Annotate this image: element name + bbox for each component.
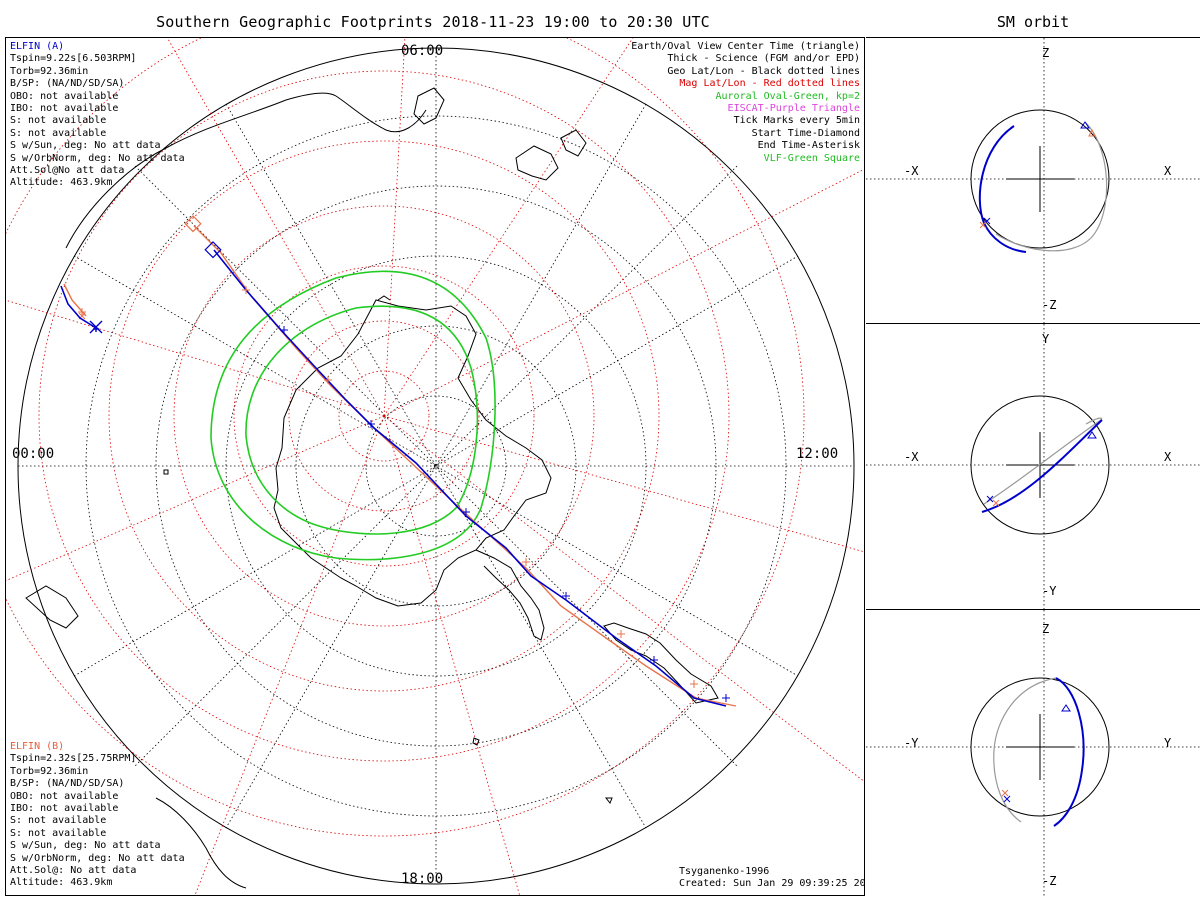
earth-circle <box>970 395 1110 535</box>
auroral-ovals <box>210 270 496 561</box>
panel3-left-label: -Y <box>904 736 919 750</box>
elfin-b-line: Altitude: 463.9km <box>10 877 113 889</box>
geo-grid <box>18 48 854 884</box>
legend-item: VLF-Green Square <box>763 152 860 164</box>
panel2-right-label: X <box>1164 450 1172 464</box>
elfin-a-header: ELFIN (A) <box>10 41 65 52</box>
legend-item: Thick - Science (FGM and/or EPD) <box>667 53 860 65</box>
legend-item: EISCAT-Purple Triangle <box>727 103 860 115</box>
elfin-b-line: S: not available <box>10 827 107 839</box>
elfin-a-line: S w/OrbNorm, deg: No att data <box>10 152 185 164</box>
panel1-bottom-label: -Z <box>1042 298 1057 312</box>
panel3-bottom-label: -Z <box>1042 874 1057 888</box>
orbit-b-trace <box>983 417 1103 505</box>
elfin-a-track <box>60 241 727 707</box>
sm-panel-xy-plot <box>866 324 1200 610</box>
sm-panel-yz-plot <box>866 610 1200 896</box>
elfin-b-line: Att.Sol@: No att data <box>10 865 137 877</box>
map-legend: Earth/Oval View Center Time (triangle) T… <box>631 41 860 165</box>
elfin-b-header: ELFIN (B) <box>10 741 65 752</box>
panel1-right-label: X <box>1164 164 1172 178</box>
legend-item: Tick Marks every 5min <box>733 115 860 127</box>
elfin-a-line: S w/Sun, deg: No att data <box>10 140 161 152</box>
elfin-a-line: S: not available <box>10 115 107 127</box>
footprint-map: ELFIN (A) Tspin=9.22s[6.503RPM] Torb=92.… <box>5 37 865 896</box>
sm-panel-xz: Z -Z -X X <box>866 37 1200 324</box>
legend-item: Geo Lat/Lon - Black dotted lines <box>667 65 860 77</box>
panel1-left-label: -X <box>904 164 919 178</box>
legend-item: End Time-Asterisk <box>757 140 860 152</box>
sm-panel-xz-plot <box>866 38 1200 324</box>
elfin-b-line: IBO: not available <box>10 803 119 815</box>
earth-circle <box>970 109 1110 249</box>
orbit-b-trace <box>995 122 1108 252</box>
elfin-b-line: S w/OrbNorm, deg: No att data <box>10 852 185 864</box>
elfin-b-line: S: not available <box>10 815 107 827</box>
elfin-a-line: Att.Sol@No att data <box>10 165 125 177</box>
elfin-b-line: Torb=92.36min <box>10 765 89 777</box>
sm-panel-yz: Z -Z -Y Y <box>866 609 1200 896</box>
elfin-a-line: Torb=92.36min <box>10 65 89 77</box>
elfin-b-line: S w/Sun, deg: No att data <box>10 840 161 852</box>
polar-map-canvas <box>6 38 864 895</box>
elfin-a-info: ELFIN (A) Tspin=9.22s[6.503RPM] Torb=92.… <box>10 41 185 190</box>
legend-item: Mag Lat/Lon - Red dotted lines <box>679 78 860 90</box>
legend-item: Earth/Oval View Center Time (triangle) <box>631 41 860 52</box>
panel3-top-label: Z <box>1042 622 1050 636</box>
orbit-a-trace <box>1053 677 1085 827</box>
legend-item: Auroral Oval-Green, kp=2 <box>715 90 861 102</box>
credit-block: Tsyganenko-1996 Created: Sun Jan 29 09:3… <box>679 866 865 891</box>
elfin-a-line: B/SP: (NA/ND/SD/SA) <box>10 78 125 90</box>
elfin-a-line: Altitude: 463.9km <box>10 177 113 189</box>
tick-marks <box>242 286 730 702</box>
elfin-a-line: IBO: not available <box>10 103 119 115</box>
credit-model: Tsyganenko-1996 <box>679 866 770 877</box>
elfin-b-line: B/SP: (NA/ND/SD/SA) <box>10 778 125 790</box>
earth-circle <box>970 677 1110 817</box>
tick-label-right: 12:00 <box>796 446 839 462</box>
orbit-a-trace <box>978 125 1027 253</box>
elfin-a-line: Tspin=9.22s[6.503RPM] <box>10 53 137 65</box>
page-title: Southern Geographic Footprints 2018-11-2… <box>156 13 710 31</box>
elfin-b-info: ELFIN (B) Tspin=2.32s[25.75RPM] Torb=92.… <box>10 741 185 890</box>
elfin-b-track <box>63 215 737 707</box>
elfin-b-line: OBO: not available <box>10 790 119 802</box>
sm-panel-xy: Y -Y -X X <box>866 323 1200 610</box>
tick-label-left: 00:00 <box>12 446 55 462</box>
tick-label-bottom: 18:00 <box>401 871 444 887</box>
panel3-right-label: Y <box>1164 736 1172 750</box>
coastlines <box>25 87 719 889</box>
orbit-a-trace <box>981 419 1103 513</box>
sm-orbit-title: SM orbit <box>996 13 1070 31</box>
elfin-a-line: S: not available <box>10 127 107 139</box>
legend-item: Start Time-Diamond <box>751 127 860 139</box>
panel2-bottom-label: -Y <box>1042 584 1057 598</box>
orbit-b-trace <box>993 677 1057 823</box>
elfin-b-line: Tspin=2.32s[25.75RPM] <box>10 753 137 765</box>
panel2-left-label: -X <box>904 450 919 464</box>
panel2-top-label: Y <box>1042 332 1050 346</box>
credit-created: Created: Sun Jan 29 09:39:25 2023 <box>679 878 865 890</box>
elfin-a-line: OBO: not available <box>10 90 119 102</box>
panel1-top-label: Z <box>1042 46 1050 60</box>
tick-label-top: 06:00 <box>401 43 444 59</box>
